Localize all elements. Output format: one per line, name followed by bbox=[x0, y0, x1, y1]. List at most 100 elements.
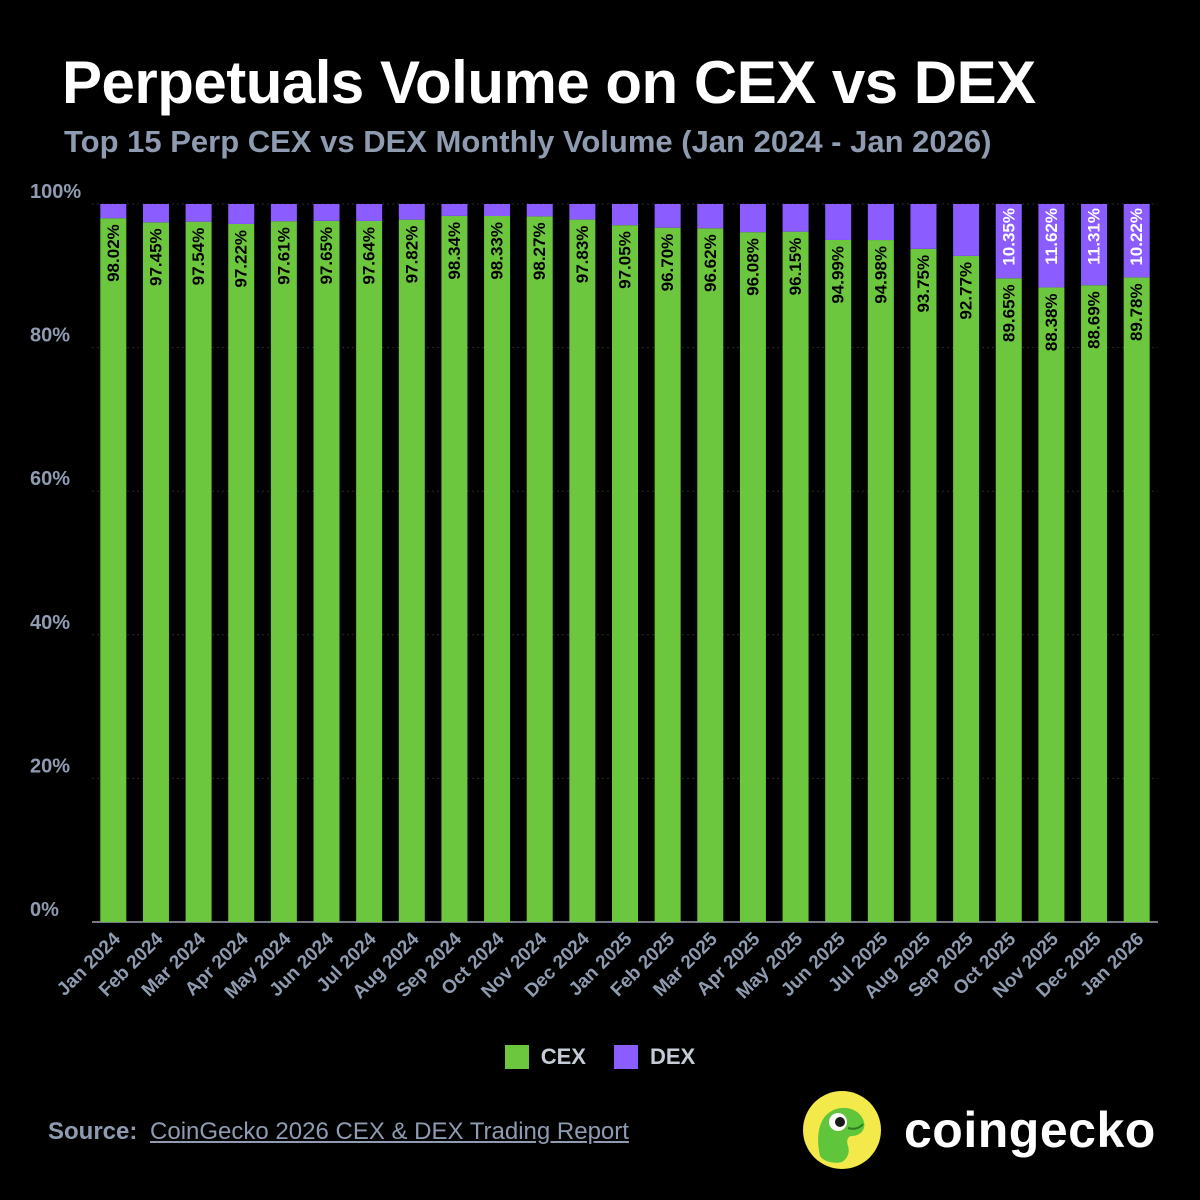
data-label-cex: 94.99% bbox=[829, 246, 848, 304]
chart-legend: CEX DEX bbox=[0, 1044, 1200, 1070]
data-label-cex: 94.98% bbox=[871, 246, 890, 304]
y-tick-label: 100% bbox=[30, 181, 81, 203]
bar-cex bbox=[782, 231, 809, 922]
data-label-cex: 97.05% bbox=[616, 231, 635, 289]
legend-item-dex: DEX bbox=[614, 1044, 695, 1070]
y-tick-label: 40% bbox=[30, 612, 70, 634]
stacked-bar-chart: 0%20%40%60%80%100%98.02%Jan 202497.45%Fe… bbox=[30, 181, 1158, 1003]
bar-dex bbox=[100, 204, 127, 219]
data-label-cex: 96.70% bbox=[658, 234, 677, 292]
bar-dex bbox=[142, 204, 169, 223]
data-label-dex: 10.35% bbox=[999, 208, 1018, 266]
bar-dex bbox=[484, 204, 511, 216]
bar-dex bbox=[313, 204, 340, 221]
source-link[interactable]: CoinGecko 2026 CEX & DEX Trading Report bbox=[150, 1118, 629, 1145]
y-tick-label: 0% bbox=[30, 899, 59, 921]
bar-cex bbox=[270, 221, 297, 922]
bar-dex bbox=[612, 204, 638, 226]
brand-name: coingecko bbox=[904, 1102, 1156, 1158]
bar-cex bbox=[356, 220, 383, 922]
legend-item-cex: CEX bbox=[504, 1044, 586, 1070]
bar-dex bbox=[185, 204, 212, 222]
data-label-cex: 89.65% bbox=[999, 284, 1018, 342]
bar-cex bbox=[142, 222, 169, 923]
data-label-cex: 98.33% bbox=[488, 222, 507, 280]
data-label-cex: 97.61% bbox=[274, 227, 293, 285]
data-label-cex: 96.08% bbox=[743, 238, 762, 296]
bar-cex bbox=[825, 239, 852, 922]
bar-dex bbox=[825, 204, 852, 240]
data-label-cex: 97.22% bbox=[232, 230, 251, 288]
data-label-cex: 97.54% bbox=[189, 228, 208, 286]
data-label-dex: 11.31% bbox=[1085, 208, 1104, 265]
bar-dex bbox=[356, 204, 383, 221]
bar-cex bbox=[313, 220, 340, 923]
bar-dex bbox=[995, 204, 1022, 279]
bar-cex bbox=[910, 248, 937, 922]
data-label-cex: 97.65% bbox=[317, 227, 336, 285]
bar-dex bbox=[1038, 204, 1065, 288]
bar-cex bbox=[1038, 287, 1065, 922]
data-label-cex: 92.77% bbox=[957, 262, 976, 320]
bar-cex bbox=[1081, 285, 1108, 922]
source-label: Source: bbox=[48, 1118, 138, 1145]
bar-cex bbox=[867, 240, 894, 923]
bar-dex bbox=[953, 204, 980, 256]
bar-dex bbox=[398, 204, 425, 220]
data-label-cex: 89.78% bbox=[1127, 283, 1146, 341]
bar-cex bbox=[398, 219, 425, 922]
bar-dex bbox=[270, 204, 297, 222]
legend-label-cex: CEX bbox=[540, 1044, 586, 1069]
data-label-dex: 11.62% bbox=[1042, 208, 1061, 265]
bar-cex bbox=[100, 218, 127, 922]
bar-cex bbox=[441, 215, 468, 922]
data-label-cex: 97.64% bbox=[360, 227, 379, 285]
y-tick-label: 80% bbox=[30, 325, 70, 347]
bar-dex bbox=[697, 204, 724, 229]
bar-dex bbox=[1123, 204, 1150, 278]
bar-cex bbox=[1123, 277, 1150, 922]
data-label-cex: 96.15% bbox=[786, 238, 805, 296]
bar-cex bbox=[185, 221, 212, 923]
bar-dex bbox=[910, 204, 937, 249]
chart-subtitle: Top 15 Perp CEX vs DEX Monthly Volume (J… bbox=[64, 124, 992, 159]
bar-cex bbox=[697, 228, 724, 922]
bar-dex bbox=[526, 204, 553, 217]
data-label-cex: 88.38% bbox=[1042, 293, 1061, 351]
bar-cex bbox=[739, 232, 766, 922]
bar-cex bbox=[995, 278, 1022, 922]
bar-dex bbox=[654, 204, 681, 228]
brand-logo[interactable]: coingecko bbox=[802, 1090, 1156, 1170]
chart-title: Perpetuals Volume on CEX vs DEX bbox=[62, 49, 1036, 116]
legend-swatch-cex bbox=[504, 1045, 529, 1069]
data-label-cex: 93.75% bbox=[914, 255, 933, 313]
bar-cex bbox=[953, 255, 980, 923]
bar-dex bbox=[867, 204, 894, 241]
bar-cex bbox=[484, 215, 511, 922]
bar-dex bbox=[782, 204, 809, 232]
y-tick-label: 20% bbox=[30, 755, 70, 777]
data-label-cex: 97.83% bbox=[573, 226, 592, 284]
gecko-icon bbox=[803, 1091, 881, 1169]
y-tick-label: 60% bbox=[30, 468, 70, 490]
bar-dex bbox=[739, 204, 766, 233]
data-label-dex: 10.22% bbox=[1127, 208, 1146, 266]
bar-cex bbox=[612, 225, 638, 922]
data-label-cex: 88.69% bbox=[1085, 291, 1104, 349]
bar-dex bbox=[569, 204, 596, 220]
data-label-cex: 96.62% bbox=[701, 234, 720, 292]
bar-dex bbox=[1081, 204, 1108, 286]
bar-cex bbox=[228, 223, 255, 923]
legend-swatch-dex bbox=[614, 1045, 638, 1069]
bar-dex bbox=[228, 204, 255, 224]
bar-cex bbox=[654, 227, 681, 923]
data-label-cex: 97.45% bbox=[146, 228, 165, 286]
data-label-cex: 98.02% bbox=[104, 224, 123, 282]
data-label-cex: 97.82% bbox=[402, 226, 421, 284]
bar-cex bbox=[526, 216, 553, 923]
bar-dex bbox=[441, 204, 468, 216]
data-label-cex: 98.27% bbox=[530, 222, 549, 280]
data-label-cex: 98.34% bbox=[445, 222, 464, 280]
bar-cex bbox=[569, 219, 596, 923]
legend-label-dex: DEX bbox=[650, 1044, 696, 1069]
